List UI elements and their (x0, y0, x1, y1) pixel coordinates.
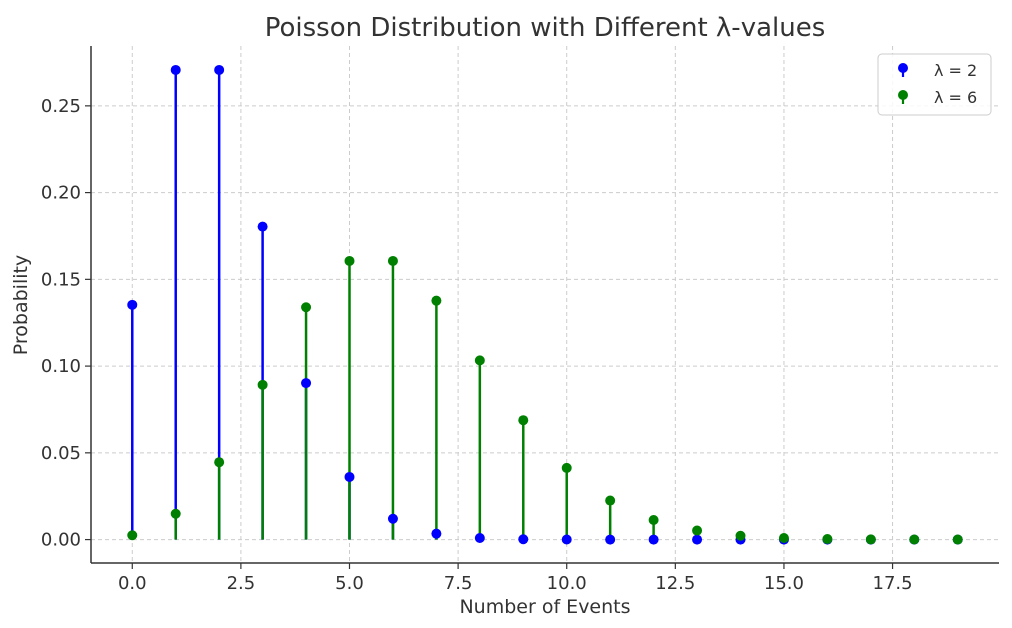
marker-series-2 (648, 514, 659, 525)
marker-series-2 (170, 508, 181, 519)
marker-series-1 (474, 533, 485, 544)
marker-series-2 (431, 295, 442, 306)
y-ticks: 0.00 0.05 0.10 0.15 0.20 0.25 (41, 96, 91, 551)
marker-series-1 (301, 378, 312, 389)
stems (131, 69, 959, 540)
chart-title: Poisson Distribution with Different λ-va… (265, 13, 826, 43)
marker-series-2 (865, 534, 876, 545)
marker-series-2 (344, 255, 355, 266)
y-tick-label: 0.00 (41, 530, 81, 551)
marker-series-1 (214, 64, 225, 75)
x-tick-label: 15.0 (764, 573, 804, 594)
y-tick-label: 0.25 (41, 96, 81, 117)
marker-series-1 (257, 221, 268, 232)
marker-series-1 (648, 534, 659, 545)
x-tick-label: 7.5 (444, 573, 473, 594)
marker-series-2 (301, 302, 312, 313)
marker-series-2 (561, 462, 572, 473)
marker-series-2 (387, 255, 398, 266)
marker-series-1 (518, 534, 529, 545)
marker-series-2 (735, 530, 746, 541)
marker-series-2 (778, 533, 789, 544)
marker-series-1 (344, 471, 355, 482)
marker-series-2 (692, 525, 703, 536)
marker-series-1 (605, 534, 616, 545)
x-axis-label: Number of Events (459, 596, 630, 618)
y-tick-label: 0.05 (41, 443, 81, 464)
marker-series-2 (822, 534, 833, 545)
marker-series-1 (127, 299, 138, 310)
y-axis-label: Probability (10, 255, 32, 355)
markers (127, 64, 963, 545)
marker-series-2 (952, 534, 963, 545)
x-tick-label: 10.0 (547, 573, 587, 594)
marker-series-1 (170, 64, 181, 75)
legend-label-1: λ = 2 (934, 61, 977, 80)
legend: λ = 2 λ = 6 (877, 53, 992, 116)
marker-series-2 (518, 415, 529, 426)
marker-series-2 (214, 457, 225, 468)
marker-series-1 (692, 534, 703, 545)
marker-series-1 (431, 528, 442, 539)
marker-series-2 (909, 534, 920, 545)
legend-label-2: λ = 6 (934, 88, 977, 107)
marker-series-1 (387, 513, 398, 524)
y-tick-label: 0.15 (41, 269, 81, 290)
x-tick-label: 2.5 (227, 573, 256, 594)
y-tick-label: 0.20 (41, 183, 81, 204)
x-ticks: 0.0 2.5 5.0 7.5 10.0 12.5 15.0 17.5 (118, 563, 913, 594)
legend-marker-1 (898, 63, 908, 73)
legend-marker-2 (898, 90, 908, 100)
marker-series-2 (474, 355, 485, 366)
x-tick-label: 17.5 (873, 573, 913, 594)
marker-series-1 (561, 534, 572, 545)
x-tick-label: 12.5 (655, 573, 695, 594)
axes (90, 46, 999, 564)
marker-series-2 (127, 530, 138, 541)
y-tick-label: 0.10 (41, 356, 81, 377)
x-tick-label: 5.0 (335, 573, 364, 594)
x-tick-label: 0.0 (118, 573, 147, 594)
marker-series-2 (257, 379, 268, 390)
marker-series-2 (605, 495, 616, 506)
grid (91, 46, 999, 563)
